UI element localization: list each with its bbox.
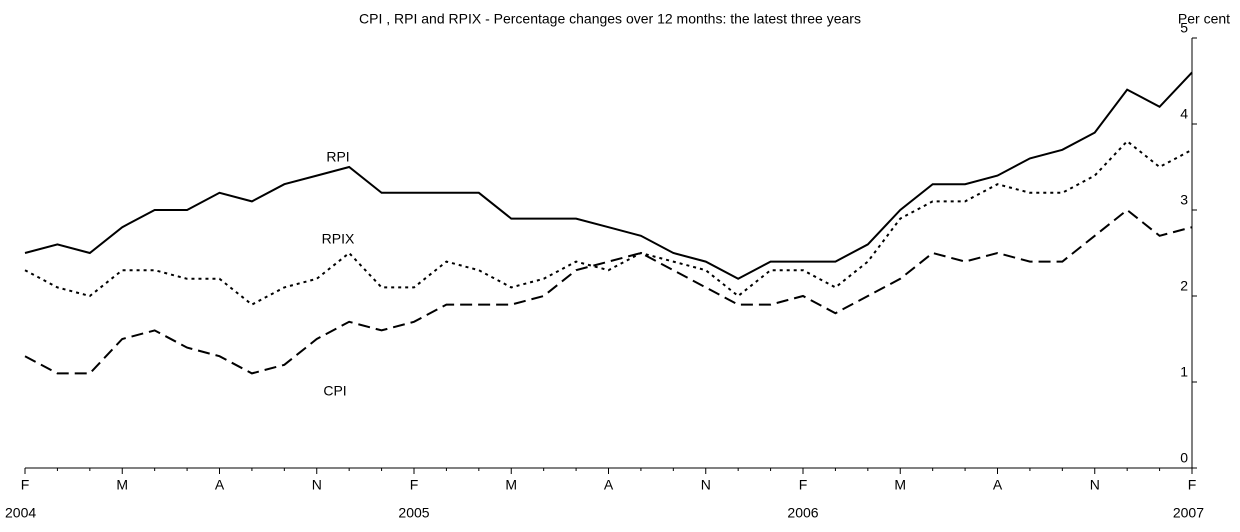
y-tick-label: 3: [1180, 192, 1188, 208]
x-year-label: 2004: [5, 505, 36, 521]
series-label: RPIX: [322, 231, 355, 247]
x-tick-label: N: [1090, 477, 1100, 493]
x-tick-label: A: [215, 477, 225, 493]
x-tick-label: A: [604, 477, 614, 493]
x-tick-label: A: [993, 477, 1003, 493]
x-tick-label: F: [21, 477, 30, 493]
x-tick-label: F: [410, 477, 419, 493]
series-line: [24, 139, 1193, 306]
x-tick-label: M: [894, 477, 906, 493]
series-line: [24, 71, 1193, 280]
x-tick-label: F: [1188, 477, 1197, 493]
series-line: [24, 208, 1193, 375]
y-tick-label: 1: [1180, 364, 1188, 380]
series-label: RPI: [326, 149, 349, 165]
x-tick-label: F: [799, 477, 808, 493]
series-label: CPI: [323, 383, 346, 399]
y-tick-label: 4: [1180, 106, 1188, 122]
x-year-label: 2006: [787, 505, 818, 521]
y-axis-label: Per cent: [1178, 11, 1230, 27]
x-year-label: 2005: [398, 505, 429, 521]
x-tick-label: M: [505, 477, 517, 493]
y-tick-label: 5: [1180, 20, 1188, 36]
x-tick-label: N: [312, 477, 322, 493]
y-tick-label: 2: [1180, 278, 1188, 294]
x-tick-label: M: [116, 477, 128, 493]
x-tick-label: N: [701, 477, 711, 493]
y-tick-label: 0: [1180, 450, 1188, 466]
chart-title: CPI , RPI and RPIX - Percentage changes …: [359, 11, 861, 27]
x-year-label: 2007: [1173, 505, 1204, 521]
